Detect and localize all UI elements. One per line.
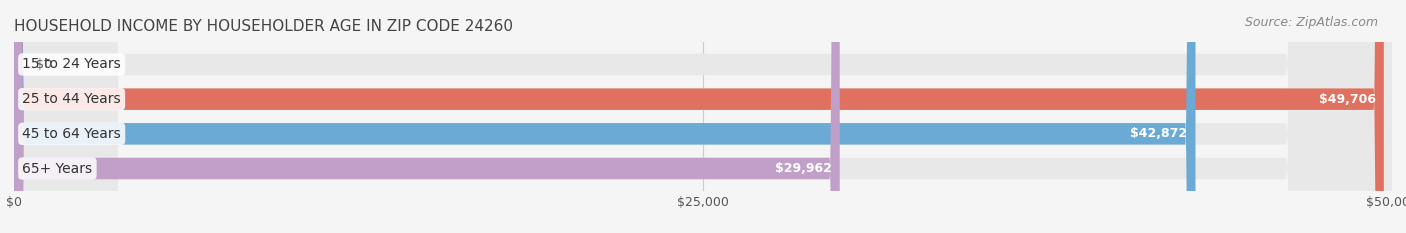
Text: $42,872: $42,872 — [1130, 127, 1187, 140]
FancyBboxPatch shape — [14, 0, 1392, 233]
FancyBboxPatch shape — [14, 0, 1392, 233]
Text: Source: ZipAtlas.com: Source: ZipAtlas.com — [1244, 16, 1378, 29]
FancyBboxPatch shape — [14, 0, 1392, 233]
FancyBboxPatch shape — [14, 0, 1195, 233]
Text: 15 to 24 Years: 15 to 24 Years — [22, 58, 121, 72]
FancyBboxPatch shape — [14, 0, 839, 233]
Text: 45 to 64 Years: 45 to 64 Years — [22, 127, 121, 141]
FancyBboxPatch shape — [14, 0, 1384, 233]
Text: 65+ Years: 65+ Years — [22, 161, 93, 175]
Text: 25 to 44 Years: 25 to 44 Years — [22, 92, 121, 106]
Text: $29,962: $29,962 — [775, 162, 831, 175]
Text: HOUSEHOLD INCOME BY HOUSEHOLDER AGE IN ZIP CODE 24260: HOUSEHOLD INCOME BY HOUSEHOLDER AGE IN Z… — [14, 19, 513, 34]
Text: $49,706: $49,706 — [1319, 93, 1375, 106]
FancyBboxPatch shape — [14, 0, 1392, 233]
Text: $0: $0 — [37, 58, 52, 71]
